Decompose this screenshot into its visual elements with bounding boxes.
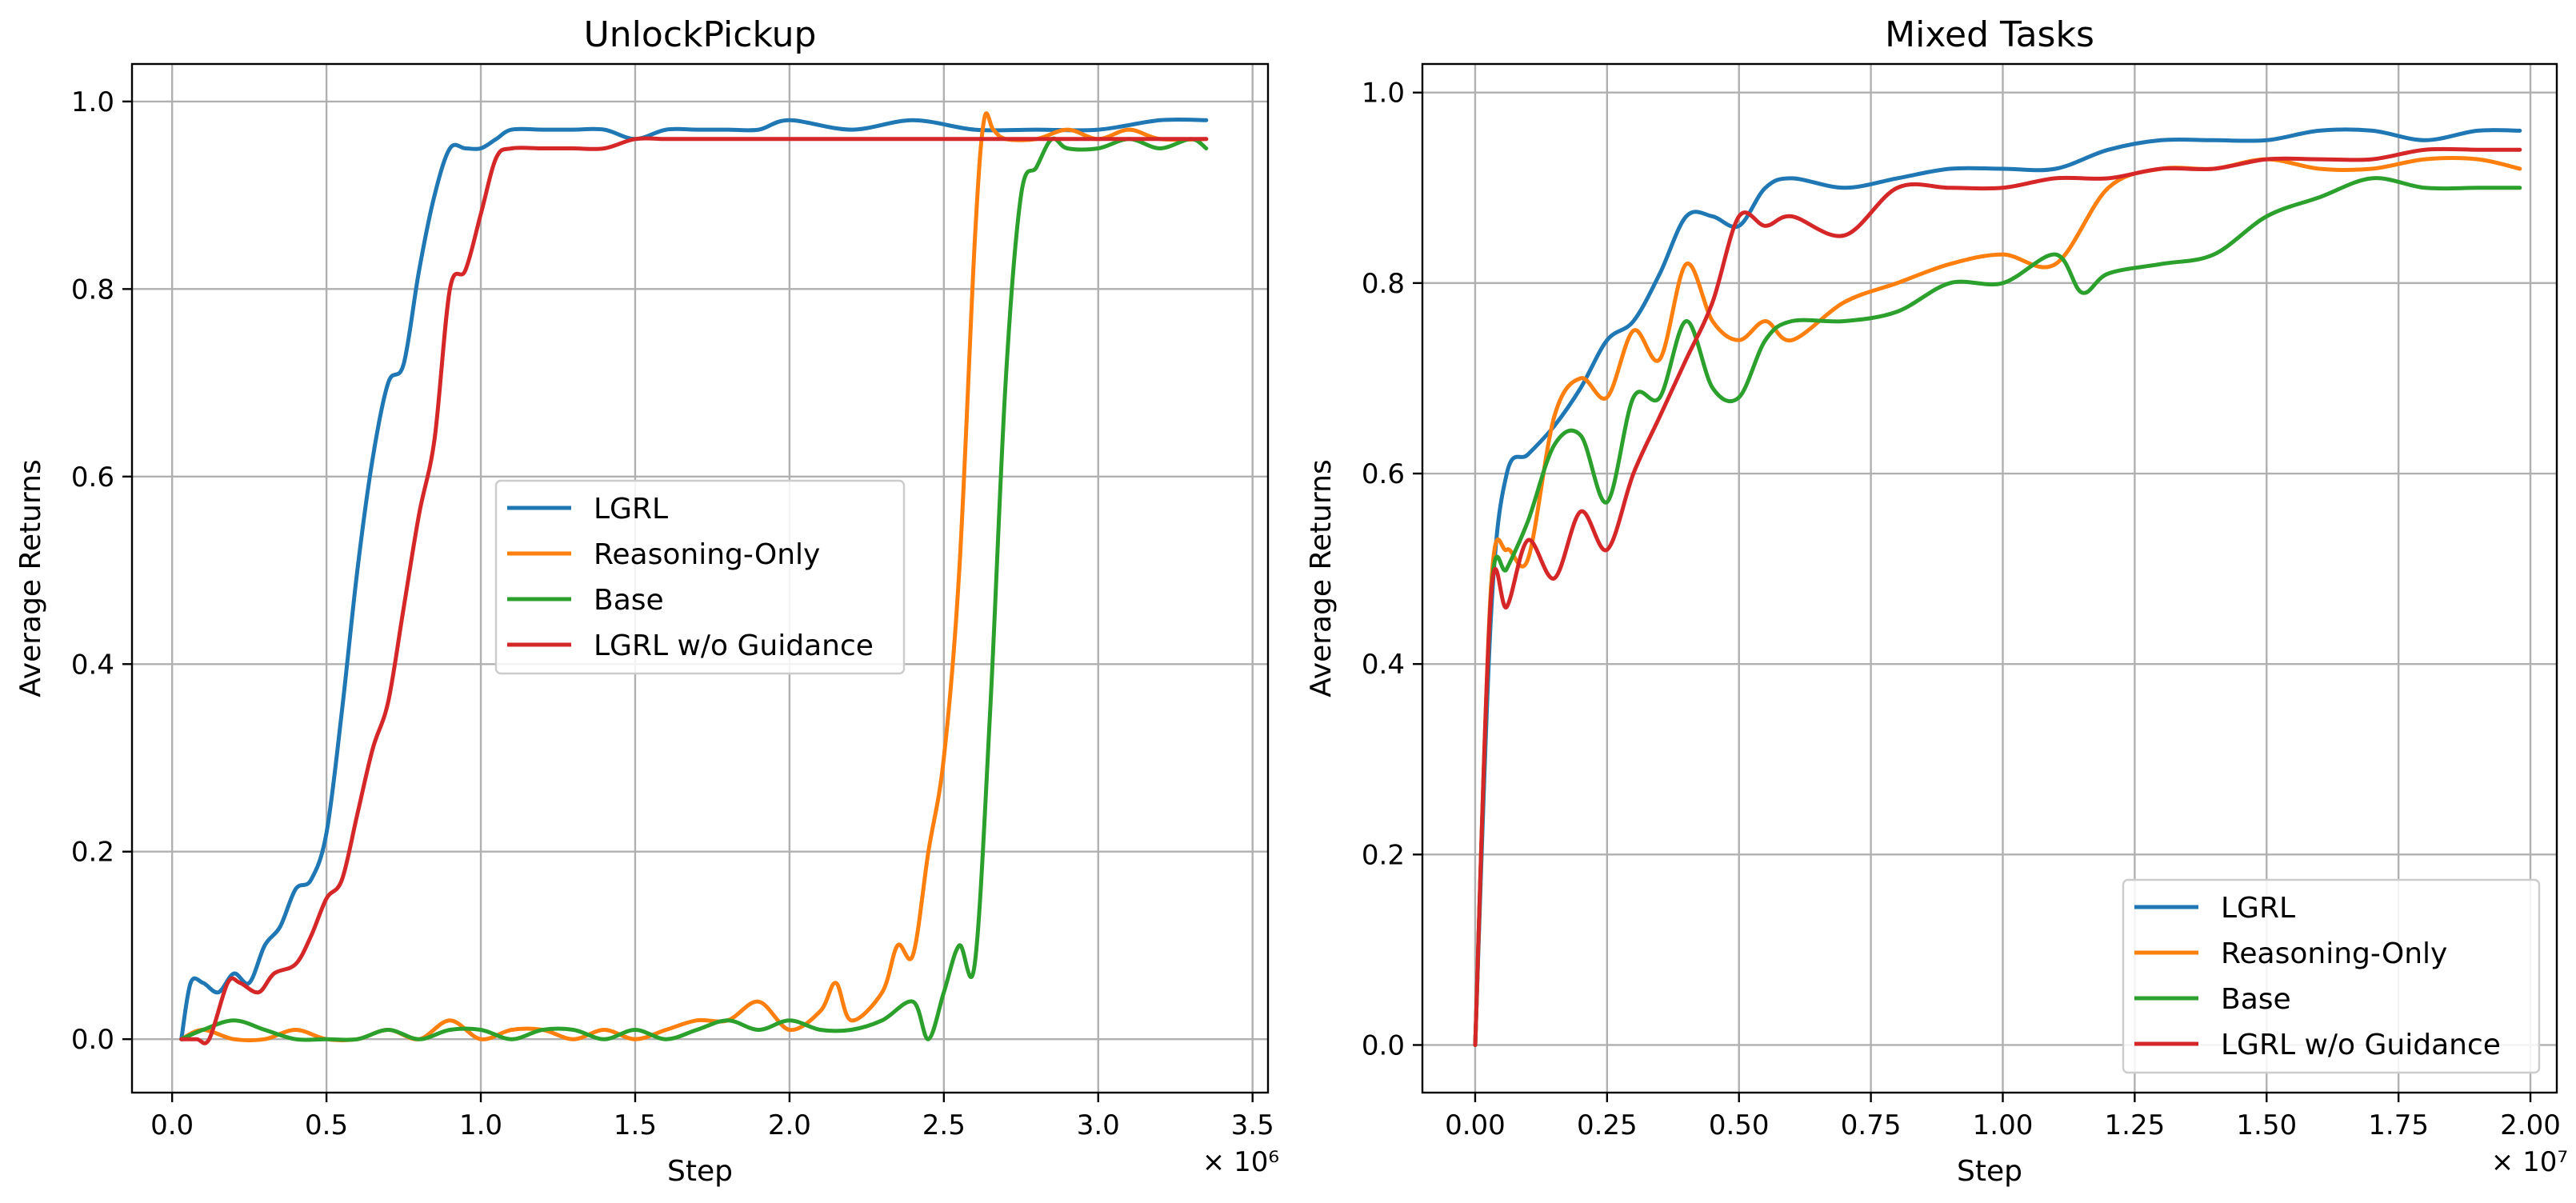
series-line-lgrl-w-o-guidance xyxy=(1473,146,2522,1047)
x-tick-label: 0.75 xyxy=(1841,1109,1902,1141)
x-tick-label: 3.0 xyxy=(1077,1109,1120,1141)
y-axis-label: Average Returns xyxy=(1305,459,1338,697)
legend-label: Reasoning-Only xyxy=(594,538,820,571)
plot-area xyxy=(1473,127,2522,1047)
x-tick-label: 2.5 xyxy=(922,1109,966,1141)
chart-title: Mixed Tasks xyxy=(1885,14,2094,55)
x-tick-label: 1.5 xyxy=(614,1109,657,1141)
y-tick-label: 0.6 xyxy=(71,462,114,494)
legend-box xyxy=(494,479,906,675)
x-tick-label: 1.25 xyxy=(2105,1109,2166,1141)
axes-frame xyxy=(130,62,1270,1094)
x-tick-label: 0.0 xyxy=(150,1109,194,1141)
legend-label: LGRL w/o Guidance xyxy=(594,629,874,662)
y-tick-label: 0.6 xyxy=(1362,458,1405,490)
chart-title: UnlockPickup xyxy=(584,14,817,55)
y-tick-label: 0.2 xyxy=(1362,839,1405,871)
x-axis-label: Step xyxy=(667,1155,733,1188)
legend: LGRL Reasoning-Only Base LGRL w/o Guidance xyxy=(2122,878,2541,1074)
chart-1: 0.0 0.5 1.0 1.5 2.0 2.5 3.0 3.5 0.0 0.2 0.4 0.6 0.8 1… xyxy=(14,14,1279,1188)
y-tick-label: 1.0 xyxy=(71,86,114,118)
series-line-lgrl xyxy=(179,117,1209,1041)
x-axis-multiplier: × 10⁷ xyxy=(2491,1146,2568,1178)
series-line-base xyxy=(179,136,1209,1042)
x-tick-label: 1.00 xyxy=(1973,1109,2034,1141)
legend-label: Reasoning-Only xyxy=(2221,937,2447,970)
y-tick-label: 0.0 xyxy=(71,1024,114,1056)
x-tick-label: 0.00 xyxy=(1445,1109,1506,1141)
plot-area xyxy=(179,111,1209,1045)
x-tick-label: 0.50 xyxy=(1709,1109,1770,1141)
axes-frame xyxy=(1421,62,2558,1094)
y-tick-label: 0.2 xyxy=(71,837,114,869)
legend-label: LGRL w/o Guidance xyxy=(2221,1029,2501,1061)
legend-label: LGRL xyxy=(2221,892,2295,925)
y-tick-label: 0.0 xyxy=(1362,1029,1405,1061)
x-tick-label: 3.5 xyxy=(1231,1109,1274,1141)
series-line-base xyxy=(1473,176,2522,1047)
series-line-lgrl-w-o-guidance xyxy=(179,136,1209,1045)
x-axis-label: Step xyxy=(1957,1155,2022,1188)
x-tick-label: 1.0 xyxy=(459,1109,502,1141)
x-tick-label: 2.0 xyxy=(768,1109,811,1141)
y-tick-label: 0.4 xyxy=(71,649,114,681)
y-tick-label: 1.0 xyxy=(1362,78,1405,110)
y-tick-label: 0.8 xyxy=(71,274,114,306)
legend: LGRL Reasoning-Only Base LGRL w/o Guidance xyxy=(494,479,906,675)
y-axis-label: Average Returns xyxy=(14,459,47,697)
series-line-lgrl xyxy=(1473,127,2522,1047)
x-axis-multiplier: × 10⁶ xyxy=(1202,1146,1279,1178)
legend-box xyxy=(2122,878,2541,1074)
y-tick-label: 0.4 xyxy=(1362,649,1405,681)
legend-label: Base xyxy=(2221,983,2291,1016)
x-tick-label: 1.50 xyxy=(2236,1109,2297,1141)
x-tick-label: 0.25 xyxy=(1577,1109,1638,1141)
chart-2: 0.00 0.25 0.50 0.75 1.00 1.25 1.50 1.75 2.00 0.0 0… xyxy=(1305,14,2568,1188)
x-tick-label: 1.75 xyxy=(2368,1109,2429,1141)
legend-label: Base xyxy=(594,584,664,617)
legend-label: LGRL xyxy=(594,493,668,526)
x-tick-label: 0.5 xyxy=(305,1109,348,1141)
x-tick-label: 2.00 xyxy=(2500,1109,2561,1141)
y-tick-label: 0.8 xyxy=(1362,268,1405,300)
